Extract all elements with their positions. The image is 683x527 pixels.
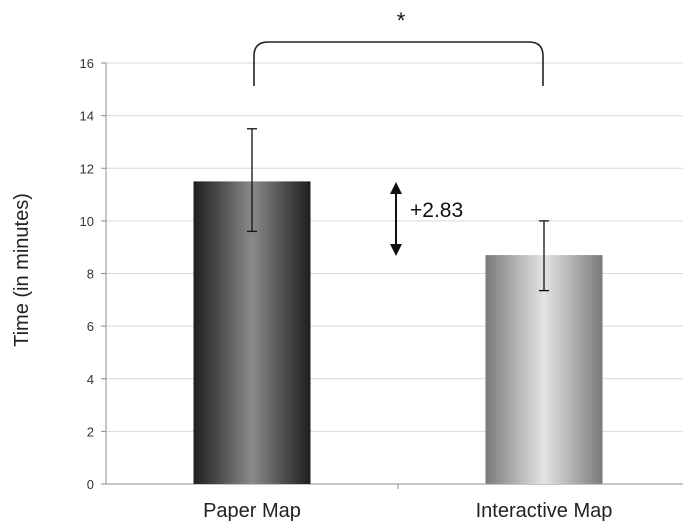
- difference-arrow: [390, 182, 402, 256]
- y-tick-label: 2: [87, 424, 94, 439]
- error-bars: [247, 128, 549, 292]
- bar-interactive-map: [485, 255, 603, 484]
- y-tick-label: 14: [80, 109, 94, 124]
- category-label: Paper Map: [203, 500, 301, 522]
- y-tick-label: 8: [87, 267, 94, 282]
- y-axis-title: Time (in minutes): [11, 193, 33, 347]
- difference-label: +2.83: [410, 199, 463, 222]
- y-tick-label: 16: [80, 56, 94, 71]
- y-tick-labels: 0 2 4 6 8 10 12 14 16: [80, 56, 94, 492]
- y-tick-label: 6: [87, 319, 94, 334]
- y-tick-label: 0: [87, 477, 94, 492]
- category-label: Interactive Map: [476, 500, 613, 522]
- category-labels: Paper Map Interactive Map: [203, 500, 612, 522]
- error-bar: [539, 220, 549, 292]
- error-bar: [247, 128, 257, 233]
- significance-star: *: [397, 8, 406, 33]
- bars: [193, 181, 603, 484]
- y-tick-label: 4: [87, 372, 94, 387]
- y-tick-label: 12: [80, 161, 94, 176]
- y-tick-label: 10: [80, 214, 94, 229]
- significance-bracket: [253, 41, 544, 86]
